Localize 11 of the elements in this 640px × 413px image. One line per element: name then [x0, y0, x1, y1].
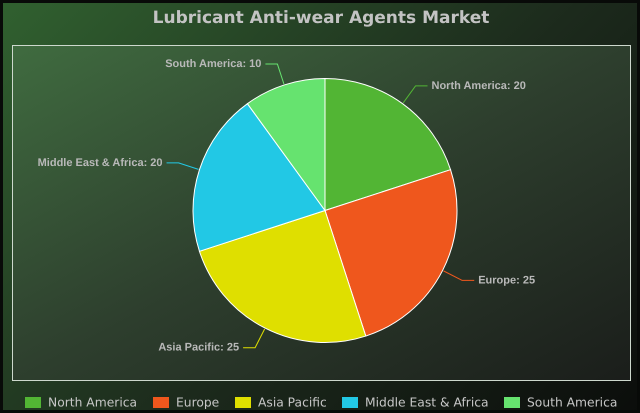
legend-label: Middle East & Africa: [365, 395, 489, 410]
data-label: South America: 10: [165, 58, 262, 70]
data-label: Europe: 25: [478, 274, 536, 286]
data-label: Asia Pacific: 25: [158, 342, 240, 354]
chart-title: Lubricant Anti-wear Agents Market: [152, 8, 490, 28]
data-label: North America: 20: [432, 80, 526, 92]
legend-label: North America: [48, 395, 138, 410]
legend-label: South America: [527, 395, 618, 410]
slice-label: Asia Pacific: [258, 395, 327, 410]
legend-label: Europe: [176, 395, 220, 410]
data-label: Middle East & Africa: 20: [38, 156, 163, 169]
